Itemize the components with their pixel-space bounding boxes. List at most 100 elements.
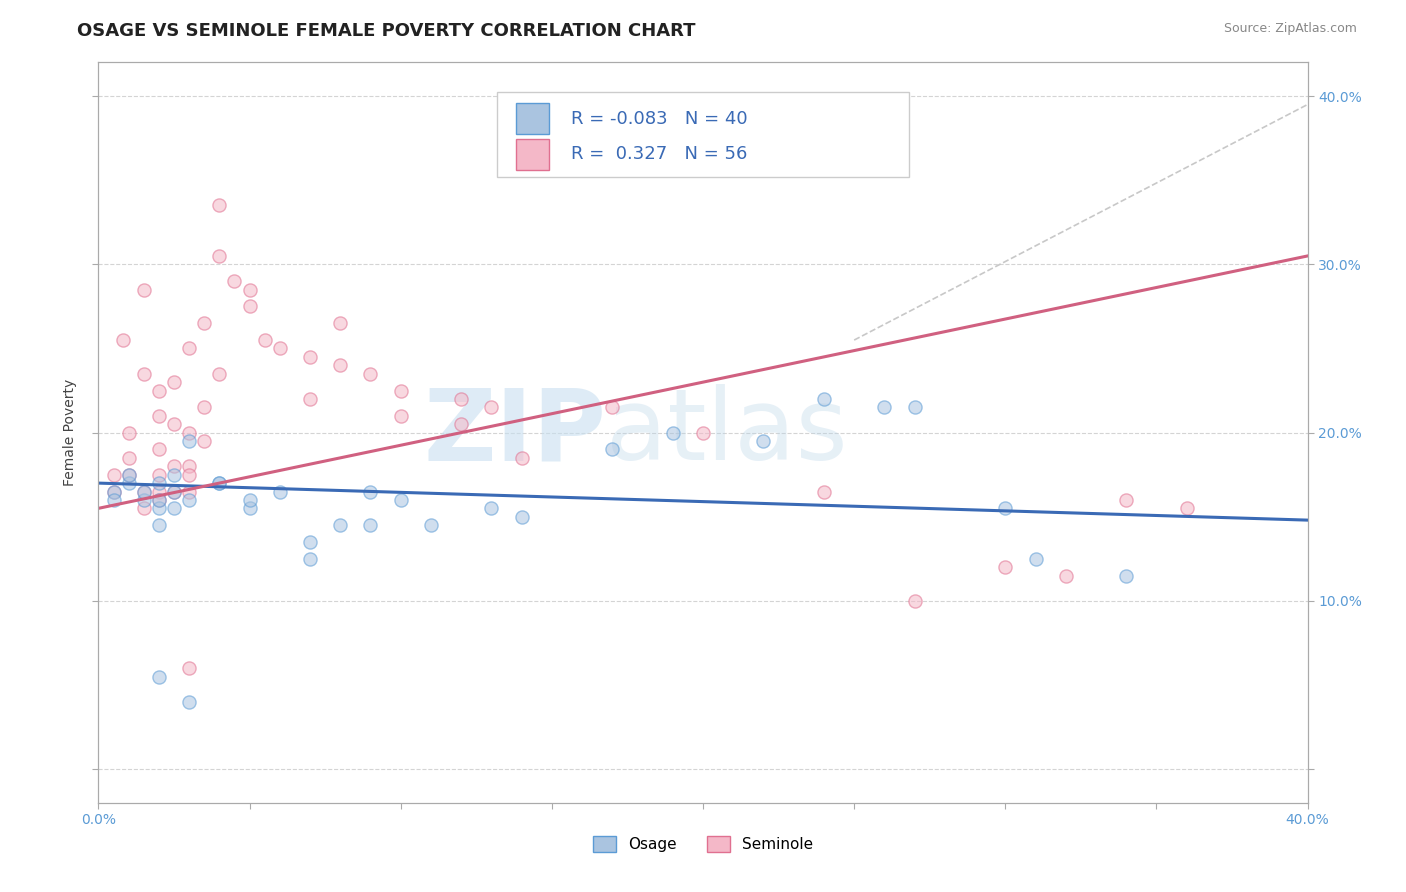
Point bbox=[148, 442, 170, 457]
Point bbox=[299, 535, 322, 549]
Point bbox=[873, 401, 896, 415]
Point bbox=[132, 492, 155, 507]
Y-axis label: Female Poverty: Female Poverty bbox=[63, 379, 77, 486]
Point bbox=[389, 384, 412, 398]
Point bbox=[163, 375, 186, 389]
Point bbox=[299, 392, 322, 406]
Point bbox=[329, 316, 352, 330]
Point bbox=[163, 484, 186, 499]
Point bbox=[179, 342, 201, 356]
FancyBboxPatch shape bbox=[498, 92, 908, 178]
Point bbox=[193, 316, 215, 330]
Point bbox=[148, 484, 170, 499]
Point bbox=[193, 434, 215, 448]
Text: OSAGE VS SEMINOLE FEMALE POVERTY CORRELATION CHART: OSAGE VS SEMINOLE FEMALE POVERTY CORRELA… bbox=[77, 22, 696, 40]
Point bbox=[163, 484, 186, 499]
Point bbox=[193, 401, 215, 415]
Point bbox=[179, 459, 201, 474]
Point bbox=[103, 484, 125, 499]
Text: Source: ZipAtlas.com: Source: ZipAtlas.com bbox=[1223, 22, 1357, 36]
Point bbox=[208, 198, 231, 212]
Point bbox=[179, 695, 201, 709]
Point bbox=[208, 367, 231, 381]
Point bbox=[253, 333, 276, 347]
Text: R = -0.083   N = 40: R = -0.083 N = 40 bbox=[571, 110, 748, 128]
Point bbox=[148, 492, 170, 507]
Point bbox=[420, 518, 443, 533]
Point bbox=[179, 467, 201, 482]
Point bbox=[389, 409, 412, 423]
Point bbox=[179, 434, 201, 448]
Point bbox=[208, 249, 231, 263]
Point bbox=[994, 501, 1017, 516]
Text: ZIP: ZIP bbox=[423, 384, 606, 481]
Point bbox=[163, 501, 186, 516]
Point bbox=[163, 467, 186, 482]
Point bbox=[1024, 551, 1046, 566]
Point bbox=[118, 467, 141, 482]
Point bbox=[148, 476, 170, 491]
Point bbox=[179, 484, 201, 499]
Point bbox=[118, 450, 141, 465]
Point bbox=[148, 501, 170, 516]
Point bbox=[148, 518, 170, 533]
Point bbox=[224, 274, 246, 288]
Legend: Osage, Seminole: Osage, Seminole bbox=[586, 830, 820, 858]
Point bbox=[1054, 568, 1077, 582]
Point bbox=[481, 401, 503, 415]
Point bbox=[163, 459, 186, 474]
Point bbox=[132, 484, 155, 499]
FancyBboxPatch shape bbox=[516, 103, 550, 135]
Point bbox=[132, 367, 155, 381]
Point bbox=[1175, 501, 1198, 516]
Point bbox=[299, 551, 322, 566]
Point bbox=[1115, 568, 1137, 582]
Point bbox=[904, 594, 927, 608]
Point bbox=[239, 501, 262, 516]
Point bbox=[118, 425, 141, 440]
Point bbox=[389, 492, 412, 507]
Point bbox=[239, 283, 262, 297]
Point bbox=[132, 501, 155, 516]
Point bbox=[239, 300, 262, 314]
Point bbox=[103, 484, 125, 499]
Point bbox=[329, 518, 352, 533]
Point bbox=[163, 417, 186, 432]
FancyBboxPatch shape bbox=[516, 138, 550, 169]
Point bbox=[602, 442, 624, 457]
Point bbox=[360, 367, 382, 381]
Point bbox=[661, 425, 683, 440]
Point bbox=[148, 409, 170, 423]
Point bbox=[450, 417, 472, 432]
Point bbox=[510, 450, 533, 465]
Point bbox=[481, 501, 503, 516]
Point bbox=[103, 467, 125, 482]
Point bbox=[148, 467, 170, 482]
Point bbox=[179, 661, 201, 675]
Point bbox=[148, 492, 170, 507]
Point bbox=[118, 476, 141, 491]
Point bbox=[111, 333, 134, 347]
Point bbox=[813, 484, 835, 499]
Point bbox=[208, 476, 231, 491]
Point bbox=[118, 467, 141, 482]
Point bbox=[329, 359, 352, 373]
Point bbox=[269, 342, 291, 356]
Point bbox=[148, 384, 170, 398]
Point bbox=[148, 670, 170, 684]
Point bbox=[132, 283, 155, 297]
Point bbox=[179, 425, 201, 440]
Point bbox=[208, 476, 231, 491]
Point bbox=[1115, 492, 1137, 507]
Point bbox=[450, 392, 472, 406]
Point bbox=[239, 492, 262, 507]
Point bbox=[360, 484, 382, 499]
Point bbox=[103, 492, 125, 507]
Point bbox=[269, 484, 291, 499]
Point bbox=[602, 401, 624, 415]
Point bbox=[813, 392, 835, 406]
Text: R =  0.327   N = 56: R = 0.327 N = 56 bbox=[571, 145, 748, 163]
Point bbox=[510, 509, 533, 524]
Point bbox=[752, 434, 775, 448]
Point bbox=[904, 401, 927, 415]
